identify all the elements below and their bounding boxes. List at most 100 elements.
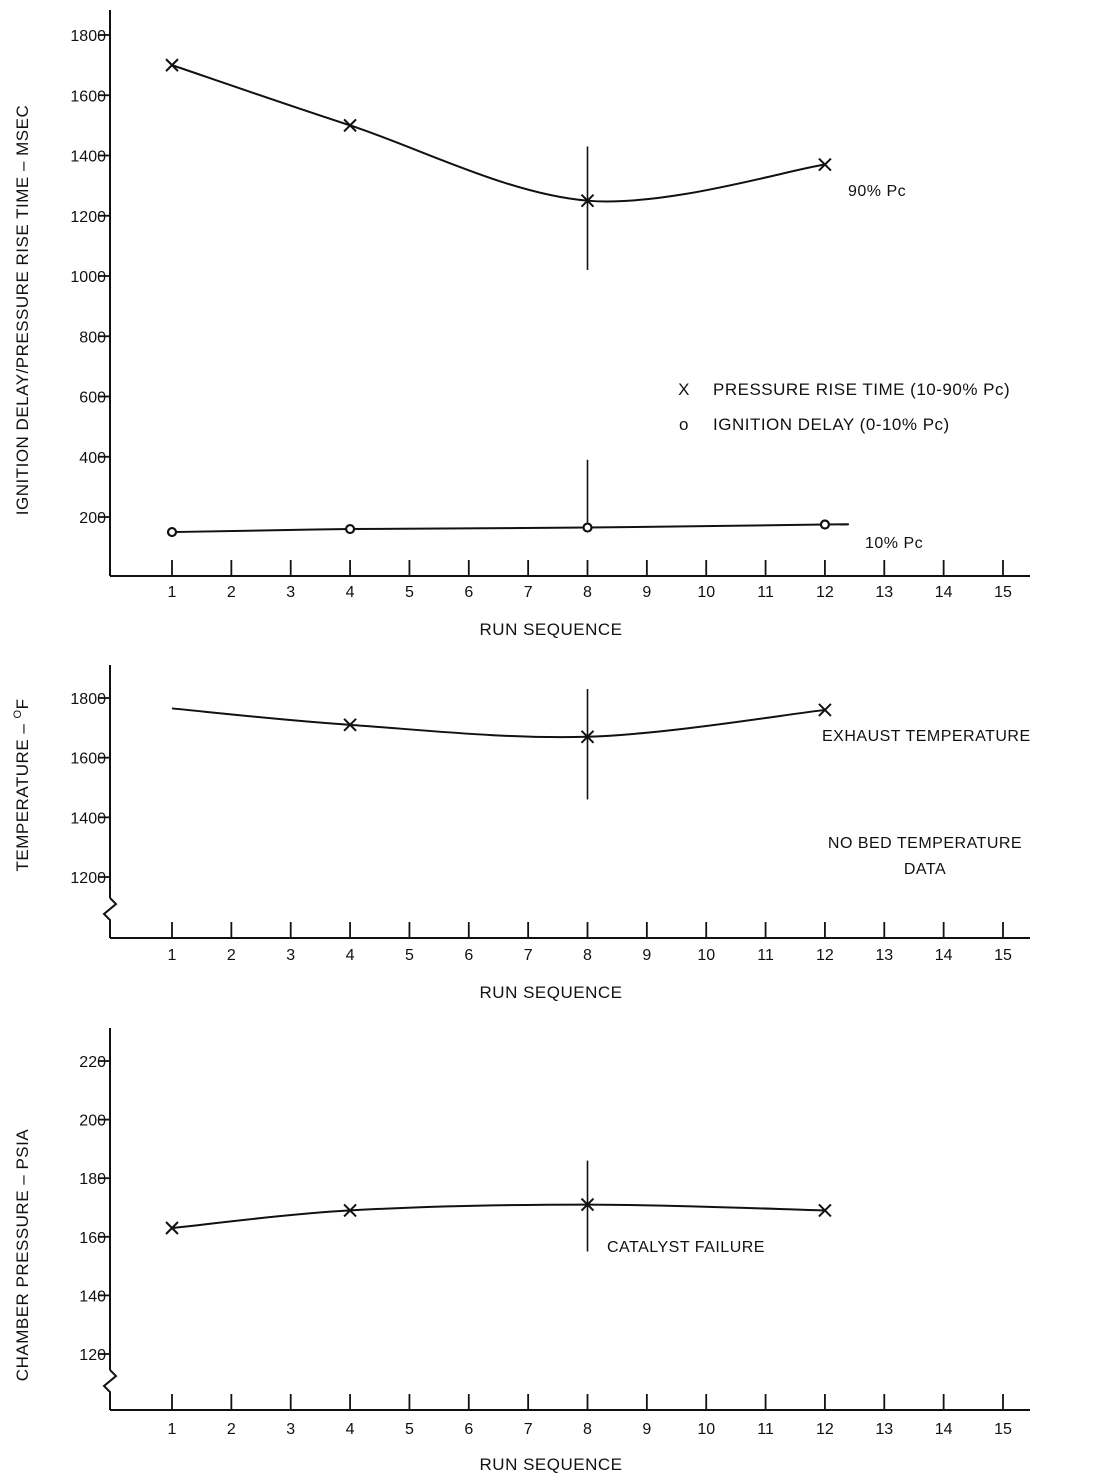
x-axis-title: RUN SEQUENCE [480,1455,623,1474]
y-axis-title: CHAMBER PRESSURE – PSIA [13,1129,32,1382]
x-tick-label: 15 [994,584,1012,601]
data-point-x-marker [580,193,595,208]
y-tick-label: 1000 [70,269,106,286]
x-tick-label: 12 [816,947,834,964]
x-tick-label: 5 [405,584,414,601]
y-tick-label: 1400 [70,149,106,166]
data-point-o-marker [582,522,593,533]
series-label-10pc: 10% Pc [865,535,923,552]
x-tick-label: 6 [464,947,473,964]
y-tick-label: 200 [79,510,106,527]
data-point-x-marker [818,1203,832,1218]
y-tick-label: 200 [79,1113,106,1130]
series-label-90pc: 90% Pc [848,183,906,200]
x-tick-label: 9 [642,1421,651,1438]
chamber-pressure-chart: 1 2 3 4 5 6 7 8 9 10 11 12 13 14 15 120140160180200220… [13,1028,1030,1474]
legend-marker-o: o [679,415,689,434]
x-tick-label: 11 [757,1421,774,1438]
y-tick-label: 180 [79,1171,106,1188]
chart-series [165,58,850,538]
y-tick-labels: 120 140 160 180 200 220 [79,1054,106,1364]
data-point-x-marker [165,1221,179,1235]
y-tick-label: 1400 [70,810,106,827]
x-tick-label: 3 [286,947,295,964]
x-tick-labels: 1 2 3 4 5 6 7 8 9 10 11 12 13 14 15 [168,947,1012,964]
x-tick-label: 4 [346,947,355,964]
x-tick-label: 10 [697,584,715,601]
x-tick-label: 6 [464,584,473,601]
legend-marker-x: X [678,380,690,399]
x-axis-title: RUN SEQUENCE [480,983,623,1002]
chart-series [165,1160,832,1252]
x-tick-labels: 1 2 3 4 5 6 7 8 9 10 11 12 13 14 15 [168,1421,1012,1438]
y-tick-label: 600 [79,390,106,407]
y-tick-label: 160 [79,1230,106,1247]
series-line [171,523,850,534]
axis-break-mark [102,1369,118,1410]
x-tick-label: 13 [875,584,893,601]
chart-axes [98,665,1030,939]
y-tick-label: 1800 [70,691,106,708]
y-axis-title-main: TEMPERATURE – [13,718,32,871]
y-tick-label: 140 [79,1288,106,1305]
y-tick-label: 1600 [70,751,106,768]
x-tick-label: 4 [346,1421,355,1438]
y-tick-labels: 1200 1400 1600 1800 [70,691,106,887]
y-tick-label: 220 [79,1054,106,1071]
x-tick-label: 9 [642,947,651,964]
x-tick-label: 13 [875,947,893,964]
series-line [171,64,826,203]
x-tick-label: 15 [994,947,1012,964]
y-tick-label: 400 [79,450,106,467]
series-line [171,707,826,739]
x-tick-label: 6 [464,1421,473,1438]
x-tick-label: 5 [405,947,414,964]
y-tick-label: 1600 [70,88,106,105]
x-tick-label: 12 [816,584,834,601]
x-tick-label: 13 [875,1421,893,1438]
data-point-x-marker [165,58,179,72]
y-axis-title: IGNITION DELAY/PRESSURE RISE TIME – MSEC [13,105,32,515]
y-tick-label: 1800 [70,28,106,45]
x-tick-label: 2 [227,1421,236,1438]
x-tick-label: 1 [168,584,177,601]
chart-series [171,689,832,800]
x-tick-label: 15 [994,1421,1012,1438]
x-tick-label: 2 [227,947,236,964]
x-tick-label: 2 [227,584,236,601]
y-axis-title-degree: O [12,709,24,718]
x-tick-label: 10 [697,947,715,964]
ignition-delay-pressure-rise-chart: 1 2 3 4 5 6 7 8 9 10 11 12 13 14 15 200400600800100012… [13,10,1030,639]
data-point-x-marker [818,703,832,717]
x-tick-label: 11 [757,584,774,601]
legend: X PRESSURE RISE TIME (10-90% Pc) o IGNIT… [678,380,1010,434]
annotation-no-bed-data-line1: NO BED TEMPERATURE [828,835,1022,852]
x-tick-label: 4 [346,584,355,601]
x-tick-label: 11 [757,947,774,964]
x-tick-label: 14 [935,947,953,964]
x-tick-label: 5 [405,1421,414,1438]
y-tick-label: 800 [79,329,106,346]
x-tick-label: 14 [935,1421,953,1438]
annotation-catalyst-failure: CATALYST FAILURE [607,1239,765,1256]
y-tick-label: 120 [79,1347,106,1364]
x-tick-label: 1 [168,1421,177,1438]
x-tick-label: 14 [935,584,953,601]
legend-label-ignition-delay: IGNITION DELAY (0-10% Pc) [713,415,950,434]
annotation-no-bed-data-line2: DATA [904,861,946,878]
chart-axes [98,10,1030,577]
y-tick-label: 1200 [70,209,106,226]
data-point-x-marker [580,730,595,744]
y-axis-title: TEMPERATURE – OF [12,698,32,871]
y-axis-title-unit: F [13,698,32,709]
x-tick-label: 9 [642,584,651,601]
series-line [171,1203,825,1230]
data-point-o-marker [166,526,178,538]
x-tick-label: 8 [583,584,592,601]
data-point-o-marker [819,519,831,530]
data-point-x-marker [343,718,357,732]
x-tick-label: 3 [286,1421,295,1438]
legend-label-pressure-rise: PRESSURE RISE TIME (10-90% Pc) [713,380,1010,399]
